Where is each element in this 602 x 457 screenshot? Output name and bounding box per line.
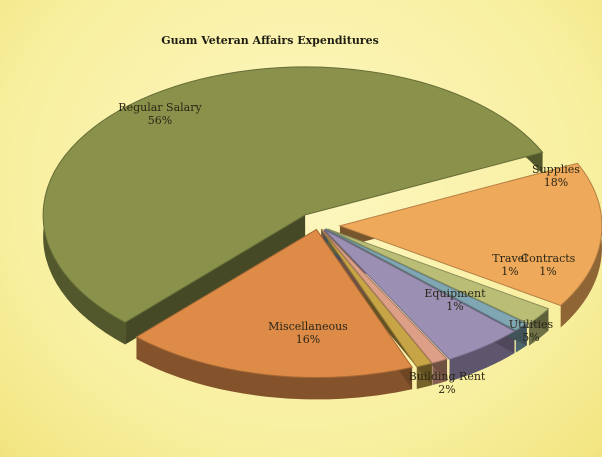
pie-slice-utilities [323,229,516,360]
slice-label: Contracts [521,252,576,265]
slice-percent: 1% [539,265,556,278]
pie-slice-side [43,66,543,345]
pie-slice-wall [125,214,306,345]
slice-percent: 5% [522,331,539,344]
pie-slice-building-rent [327,228,550,325]
slice-percent: 2% [438,383,455,396]
slice-label: Supplies [532,163,580,176]
slice-percent: 1% [446,300,463,313]
slice-label: Building Rent [409,370,486,383]
pie-slice-equipment [325,228,528,332]
pie-slice-travel [321,228,448,364]
pie-slice-supplies [135,228,413,378]
pie-slice-miscellaneous [338,162,602,307]
slice-percent: 16% [296,333,320,346]
pie-label-layer: Regular Salary56%Supplies18%Contracts1%T… [118,101,580,396]
slice-label: Utilities [509,318,554,331]
slice-label: Travel [492,252,528,265]
slice-percent: 1% [501,265,518,278]
pie-slice-layer [42,66,602,378]
slice-percent: 56% [148,114,172,127]
slice-label: Equipment [424,287,486,300]
chart-title: Guam Veteran Affairs Expenditures [161,34,379,47]
slice-label: Regular Salary [118,101,202,114]
pie-slice-side [136,336,413,400]
slice-label: Miscellaneous [268,320,348,333]
slice-percent: 18% [544,176,568,189]
pie-slice-regular-salary [42,66,544,324]
